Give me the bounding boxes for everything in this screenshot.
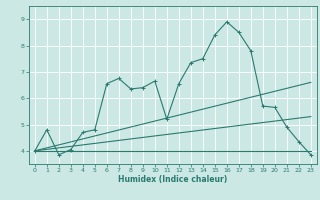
X-axis label: Humidex (Indice chaleur): Humidex (Indice chaleur) bbox=[118, 175, 228, 184]
